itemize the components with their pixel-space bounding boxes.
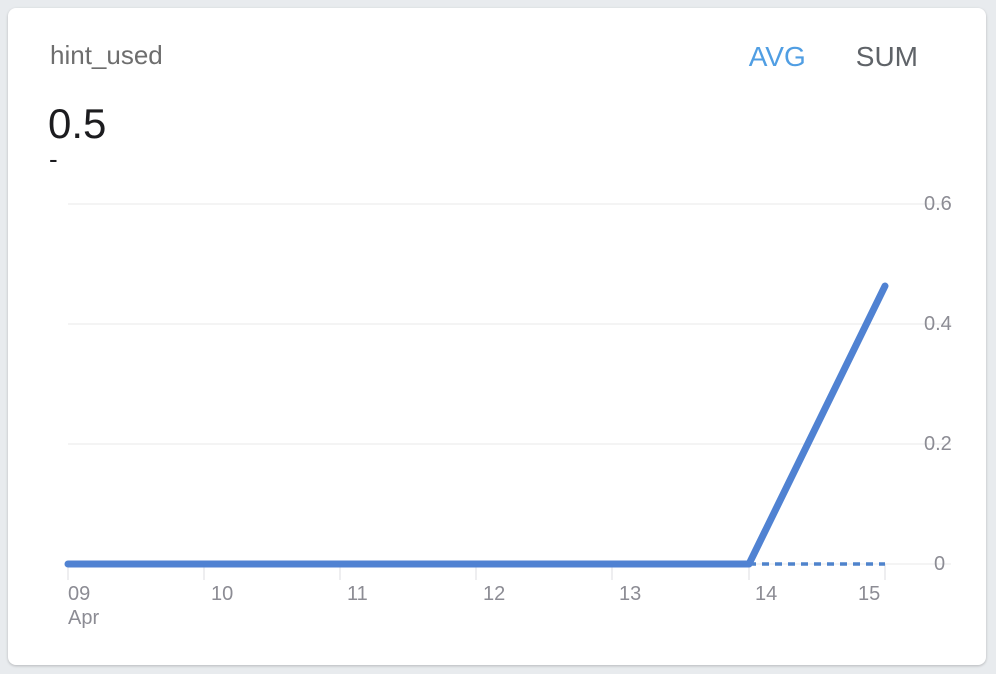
svg-text:10: 10 (211, 583, 233, 605)
svg-text:0.4: 0.4 (924, 313, 952, 335)
svg-text:0: 0 (934, 553, 945, 575)
svg-text:0.2: 0.2 (924, 433, 952, 455)
svg-text:09: 09 (68, 583, 90, 605)
svg-text:15: 15 (858, 583, 880, 605)
svg-text:0.6: 0.6 (924, 193, 952, 215)
svg-text:14: 14 (755, 583, 777, 605)
svg-text:11: 11 (347, 583, 368, 605)
svg-text:Apr: Apr (68, 607, 99, 629)
svg-text:13: 13 (619, 583, 641, 605)
svg-text:12: 12 (483, 583, 505, 605)
